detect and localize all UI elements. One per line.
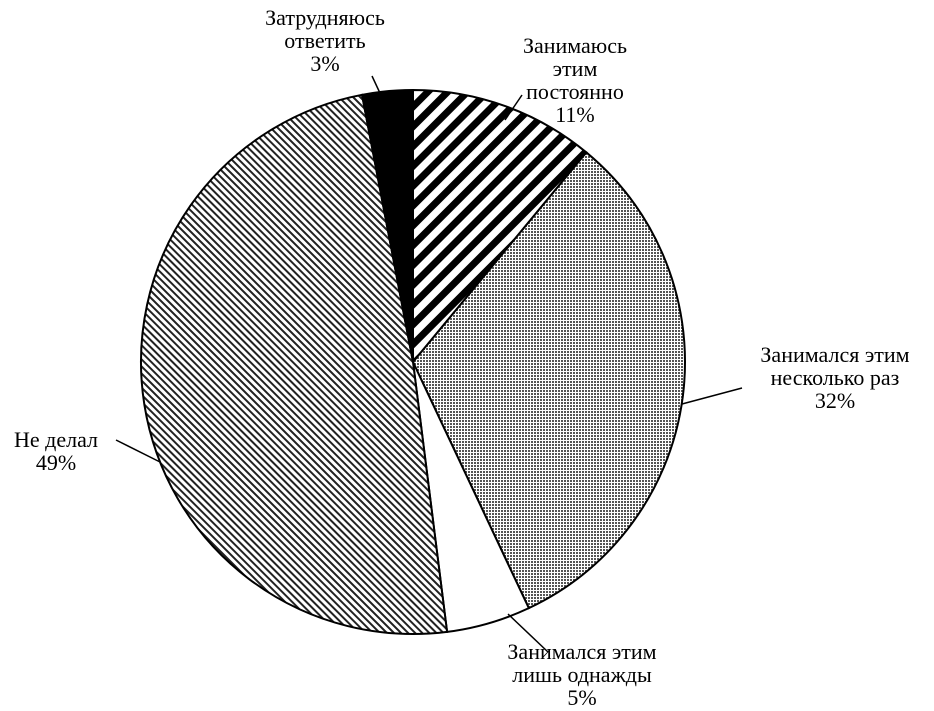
leader-line [504, 94, 523, 121]
category-label: Занимаюсь этим постоянно [522, 33, 628, 104]
value-label: 32% [814, 388, 856, 413]
leader-line [507, 613, 549, 653]
pie-slice [411, 151, 686, 610]
slice-label: Занимался этим лишь однажды 5% [482, 640, 682, 709]
slice-label: Занимаюсь этим постоянно 11% [515, 34, 635, 126]
category-label: Затрудняюсь ответить [265, 5, 385, 53]
value-label: 11% [555, 102, 595, 127]
pie-slice [412, 88, 588, 365]
pie-slice [140, 93, 449, 635]
value-label: 3% [310, 51, 340, 76]
slice-label: Не делал 49% [6, 428, 106, 474]
category-label: Не делал [13, 427, 99, 452]
pie-slice [360, 88, 414, 363]
value-label: 5% [567, 685, 597, 710]
slices [140, 88, 686, 635]
leader-line [681, 387, 743, 405]
slice-label: Затрудняюсь ответить 3% [255, 6, 395, 75]
category-label: Занимался этим несколько раз [760, 342, 910, 390]
leader-lines [115, 75, 743, 653]
slice-label: Занимался этим несколько раз 32% [735, 343, 934, 412]
value-label: 49% [35, 450, 77, 475]
leader-line [115, 439, 161, 463]
category-label: Занимался этим лишь однажды [507, 639, 657, 687]
leader-line [371, 75, 387, 107]
